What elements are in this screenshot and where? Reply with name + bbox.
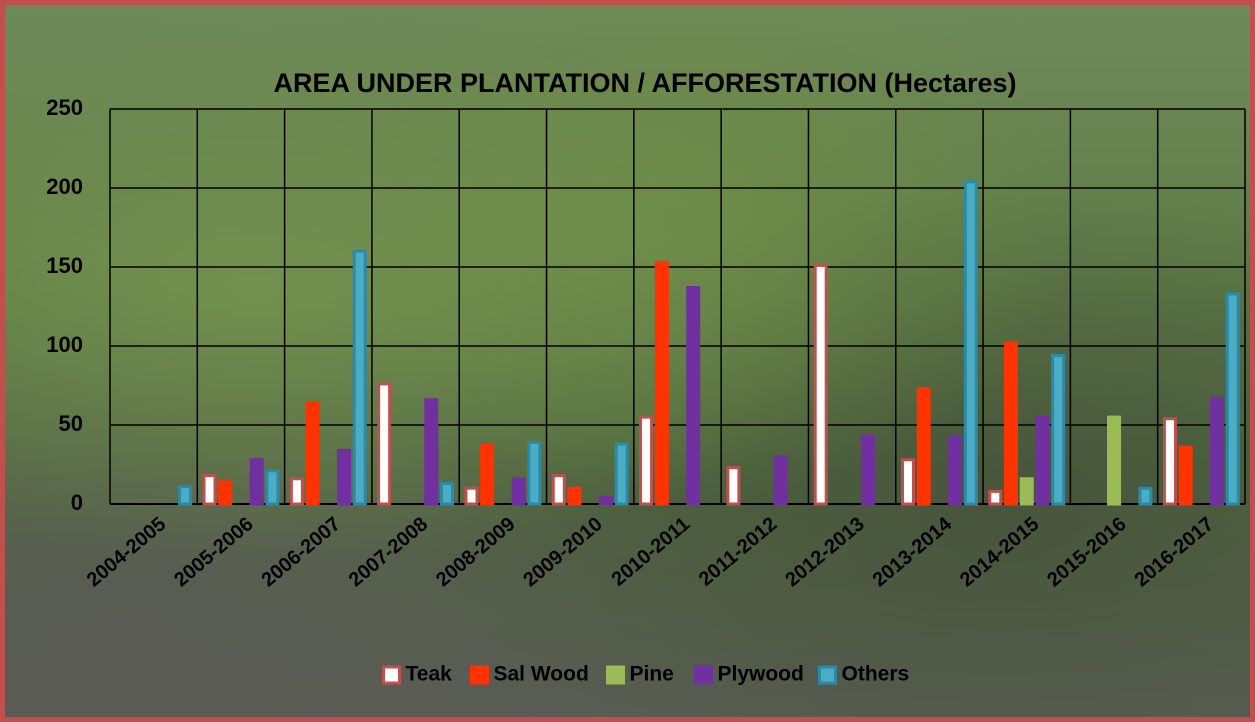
- y-tick-label: 50: [59, 411, 83, 436]
- bar: [289, 477, 304, 506]
- legend-label: Teak: [406, 663, 453, 686]
- bar: [377, 382, 392, 506]
- bar: [948, 436, 963, 506]
- bar: [511, 477, 526, 506]
- x-tick-label: 2013-2014: [869, 512, 957, 591]
- x-tick-label: 2009-2010: [519, 513, 606, 591]
- bar: [1004, 341, 1019, 506]
- bar: [249, 458, 264, 506]
- y-tick-label: 200: [46, 174, 83, 199]
- bar: [726, 466, 741, 506]
- legend-swatch: [470, 665, 489, 685]
- legend-swatch: [818, 665, 837, 685]
- bar: [614, 442, 629, 506]
- bar: [963, 180, 978, 506]
- bar: [1019, 477, 1034, 506]
- bar: [440, 481, 455, 506]
- bar: [1138, 486, 1153, 506]
- bar: [218, 480, 233, 506]
- bar: [1210, 396, 1225, 506]
- y-tick-label: 150: [46, 253, 83, 278]
- legend-swatch: [694, 665, 713, 685]
- x-tick-label: 2015-2016: [1043, 513, 1130, 591]
- x-tick-label: 2016-2017: [1131, 513, 1218, 591]
- bar: [567, 486, 582, 506]
- y-tick-label: 100: [46, 332, 83, 357]
- bar: [860, 434, 875, 506]
- bar: [551, 474, 566, 506]
- bar: [916, 387, 931, 506]
- bar: [686, 286, 701, 506]
- bar: [527, 440, 542, 506]
- bar: [464, 486, 479, 506]
- bar: [900, 458, 915, 506]
- bar: [305, 401, 320, 506]
- legend-swatch: [382, 665, 401, 685]
- bar: [265, 469, 280, 506]
- x-tick-label: 2005-2006: [170, 513, 257, 591]
- bar: [813, 263, 828, 506]
- bar: [1051, 353, 1066, 506]
- x-tick-label: 2011-2012: [695, 513, 782, 591]
- bar: [480, 444, 495, 506]
- x-tick-label: 2008-2009: [432, 513, 519, 591]
- bar: [178, 485, 193, 506]
- bar: [352, 249, 367, 506]
- bar: [1162, 417, 1177, 506]
- legend-label: Sal Wood: [494, 663, 589, 686]
- legend-label: Pine: [630, 663, 674, 686]
- bar: [1107, 415, 1122, 506]
- chart: AREA UNDER PLANTATION / AFFORESTATION (H…: [46, 68, 1246, 686]
- bar: [988, 489, 1003, 506]
- bar: [202, 474, 217, 506]
- bar: [1035, 415, 1050, 506]
- x-tick-label: 2007-2008: [345, 513, 432, 591]
- x-tick-label: 2014-2015: [956, 513, 1043, 591]
- bar: [1225, 292, 1240, 506]
- bar: [598, 496, 613, 506]
- bar: [639, 415, 654, 506]
- x-tick-label: 2010-2011: [608, 513, 695, 591]
- bar: [424, 398, 439, 506]
- y-tick-label: 0: [71, 490, 83, 515]
- chart-title: AREA UNDER PLANTATION / AFFORESTATION (H…: [273, 68, 1016, 98]
- legend-swatch: [606, 665, 625, 685]
- legend-label: Others: [842, 663, 910, 686]
- bar: [336, 448, 351, 506]
- legend-label: Plywood: [718, 663, 804, 686]
- bar: [1178, 445, 1193, 506]
- bar: [773, 455, 788, 506]
- x-tick-label: 2012-2013: [781, 513, 868, 591]
- y-tick-label: 250: [46, 95, 83, 120]
- x-tick-label: 2004-2005: [83, 513, 170, 591]
- bar: [654, 260, 669, 506]
- x-tick-label: 2006-2007: [257, 513, 344, 591]
